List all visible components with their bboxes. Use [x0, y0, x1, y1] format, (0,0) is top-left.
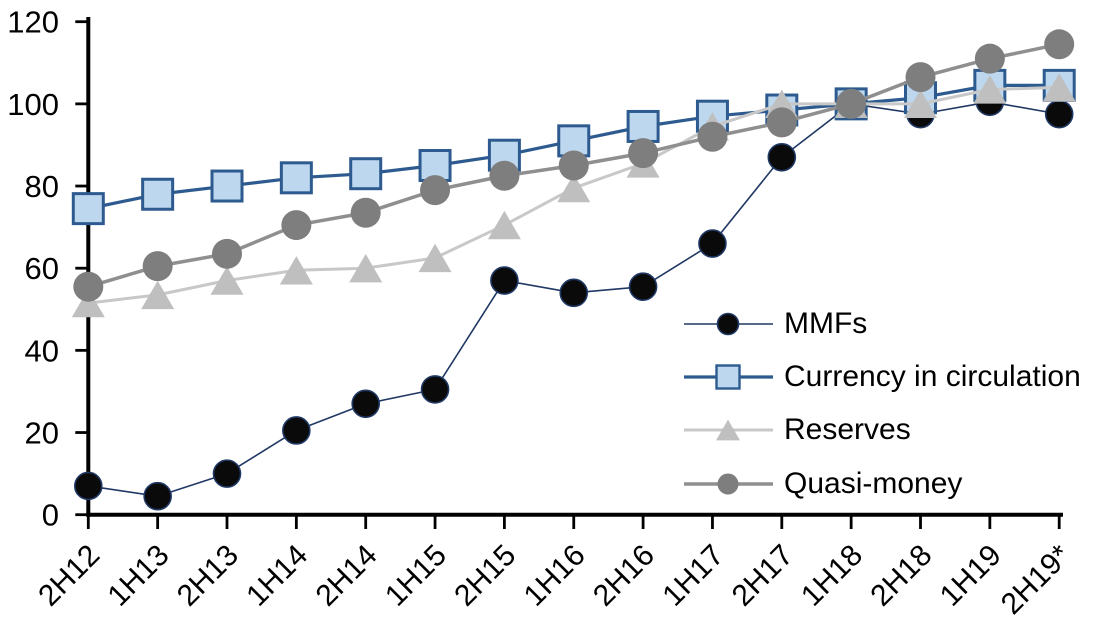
data-point-marker — [420, 375, 450, 404]
data-point-marker — [836, 88, 867, 119]
data-point-marker — [558, 150, 589, 181]
data-point-marker — [210, 266, 244, 295]
data-point-marker — [697, 121, 728, 152]
x-axis-label: 2H14 — [310, 539, 384, 613]
data-point-marker — [1044, 29, 1075, 60]
series-quasi-money — [73, 29, 1075, 302]
quasi-money-marker-icon — [684, 473, 773, 495]
legend-label-reserves: Reserves — [784, 413, 911, 447]
data-point-marker — [282, 416, 311, 445]
data-point-marker — [698, 229, 727, 258]
data-point-marker — [904, 89, 937, 119]
legend-item-currency-in-circulation: Currency in circulation — [684, 350, 1081, 403]
y-axis-label: 60 — [25, 251, 59, 286]
y-axis-label: 40 — [25, 333, 59, 368]
x-axis-label: 1H13 — [102, 539, 176, 613]
data-point-marker — [349, 254, 383, 283]
x-axis-label: 1H18 — [795, 539, 869, 613]
data-point-marker — [71, 288, 105, 318]
data-point-marker — [490, 266, 519, 295]
x-axis-label: 2H13 — [171, 539, 245, 613]
data-point-marker — [1042, 73, 1076, 102]
legend: MMFs Currency in circulation Reserves Qu… — [684, 297, 1081, 511]
data-point-marker — [628, 272, 658, 301]
data-point-marker — [71, 192, 105, 226]
data-point-marker — [1044, 99, 1074, 129]
data-point-marker — [766, 107, 797, 138]
legend-marker — [716, 420, 740, 441]
data-point-marker — [974, 43, 1005, 74]
data-point-marker — [767, 142, 797, 172]
data-point-marker — [349, 157, 383, 191]
x-axis-label: 1H16 — [518, 539, 592, 613]
x-axis-label: 2H19* — [995, 538, 1078, 621]
legend-marker — [715, 364, 741, 390]
currency-marker-icon — [684, 364, 773, 390]
legend-marker — [717, 473, 739, 495]
legend-item-reserves: Reserves — [684, 404, 1081, 457]
data-point-marker — [350, 197, 381, 228]
x-axis-label: 1H14 — [240, 539, 314, 613]
x-axis-label: 1H15 — [379, 539, 453, 613]
data-point-marker — [559, 278, 589, 308]
data-point-marker — [210, 169, 244, 203]
data-point-marker — [905, 62, 936, 93]
data-point-marker — [973, 75, 1007, 104]
y-axis-label: 120 — [7, 5, 59, 40]
data-point-marker — [487, 210, 521, 240]
data-point-marker — [418, 243, 452, 273]
legend-label-mmfs: MMFs — [784, 306, 868, 340]
data-point-marker — [628, 138, 659, 169]
x-axis-label: 1H19 — [934, 539, 1008, 613]
data-point-marker — [73, 271, 104, 302]
legend-item-quasi-money: Quasi-money — [684, 457, 1081, 510]
data-point-marker — [279, 256, 313, 285]
x-axis-label: 2H16 — [587, 539, 661, 613]
y-axis-label: 20 — [25, 416, 59, 451]
data-point-marker — [420, 175, 451, 206]
x-axis-label: 2H17 — [726, 539, 800, 613]
x-axis-label: 2H12 — [32, 539, 106, 613]
y-axis-label: 0 — [42, 498, 59, 533]
data-point-marker — [142, 251, 173, 282]
data-point-marker — [281, 210, 312, 241]
y-axis-label: 80 — [25, 169, 59, 204]
legend-label-quasi-money: Quasi-money — [784, 466, 963, 500]
legend-label-currency-in-circulation: Currency in circulation — [784, 360, 1081, 394]
data-point-marker — [351, 389, 381, 419]
data-point-marker — [74, 471, 103, 501]
mmfs-marker-icon — [684, 312, 773, 335]
data-point-marker — [141, 177, 175, 211]
data-point-marker — [626, 109, 660, 143]
data-point-marker — [489, 160, 520, 191]
data-point-marker — [143, 481, 172, 511]
x-axis-label: 2H18 — [864, 539, 938, 613]
data-point-marker — [557, 173, 591, 203]
y-axis-label: 100 — [7, 87, 59, 122]
data-point-marker — [212, 238, 242, 269]
data-point-marker — [141, 280, 175, 310]
legend-marker — [716, 312, 740, 335]
x-axis-label: 1H17 — [656, 539, 730, 613]
x-axis-label: 2H15 — [448, 539, 522, 613]
data-point-marker — [212, 459, 242, 488]
data-point-marker — [279, 161, 313, 195]
legend-item-mmfs: MMFs — [684, 297, 1081, 350]
reserves-marker-icon — [684, 420, 773, 441]
